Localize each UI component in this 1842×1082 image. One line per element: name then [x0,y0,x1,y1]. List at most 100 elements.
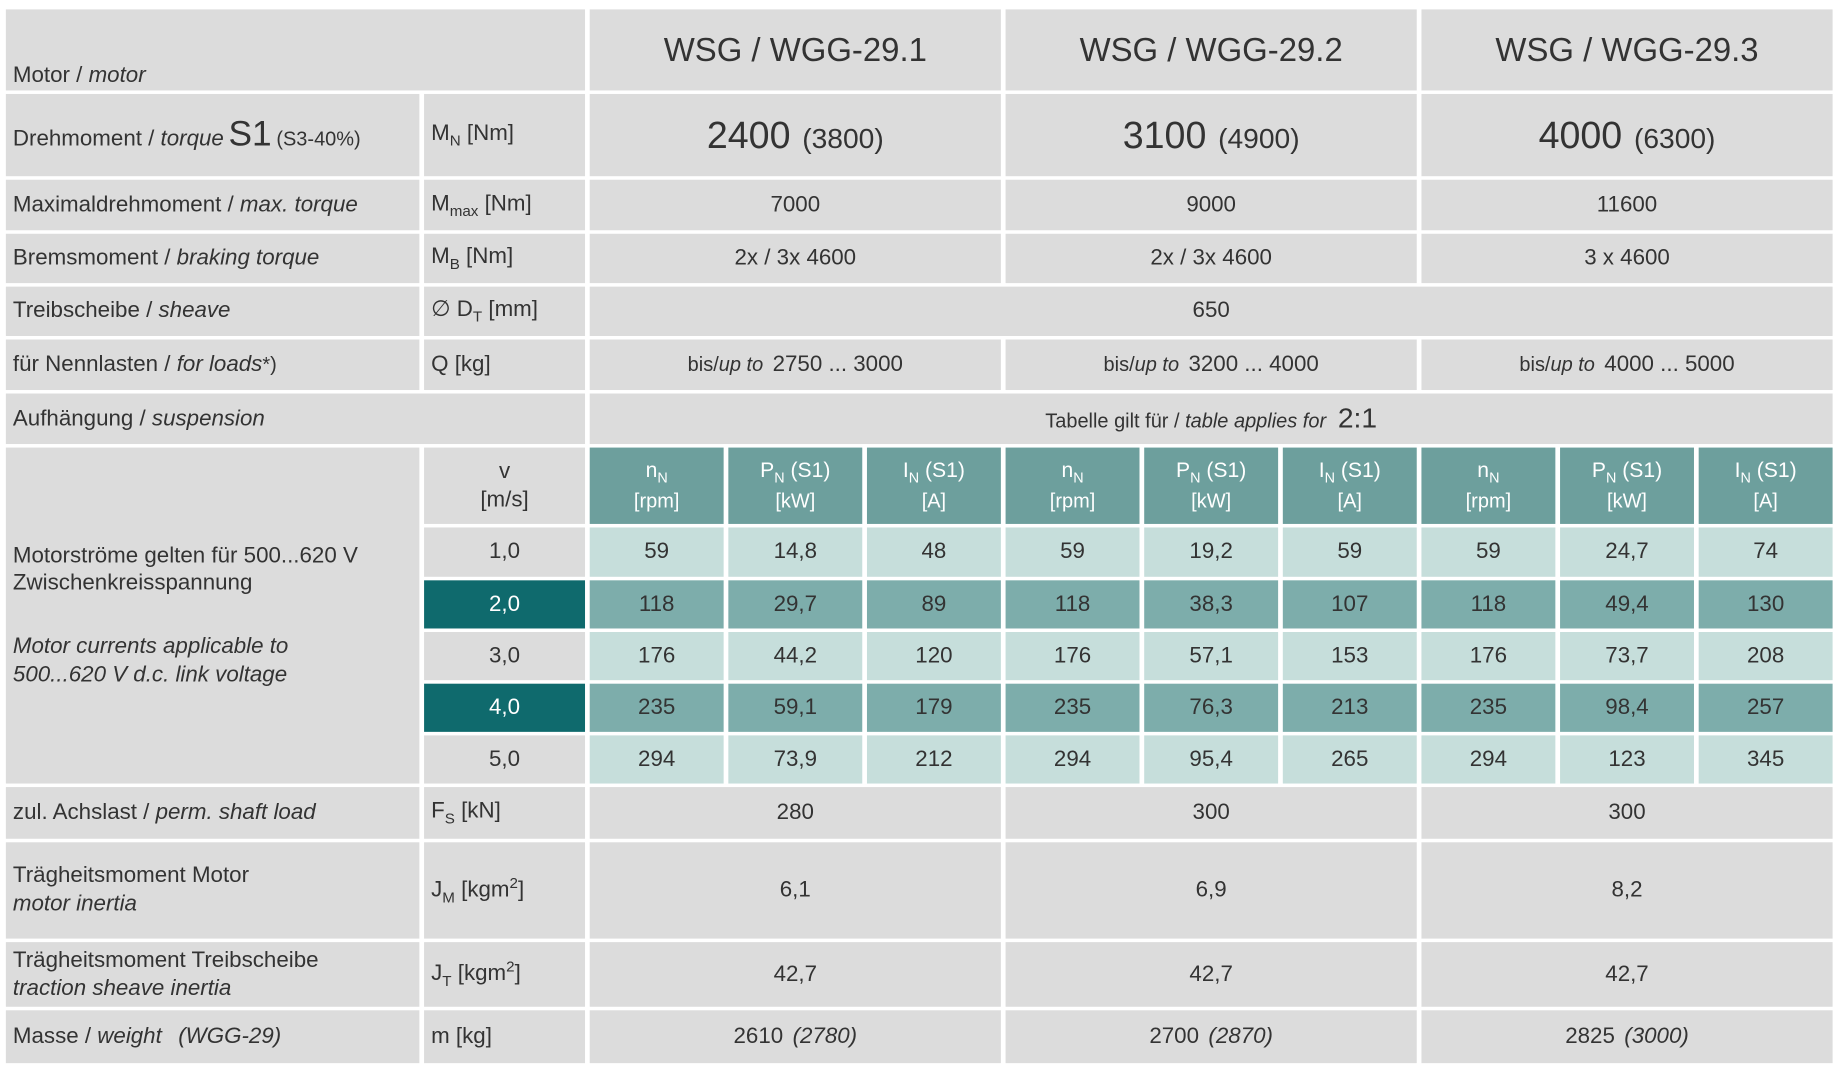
text-line: Zwischenkreisspannung [13,570,252,598]
text: [A] [921,489,947,513]
unit-cell: JM [kgm2] [424,842,586,939]
text: 2400 [706,113,791,157]
row-label: Treibscheibe / sheave [5,286,420,336]
text-line: [rpm] [1050,488,1096,515]
text-line: 3 x 4600 [1584,244,1670,272]
text-line: [rpm] [1466,488,1512,515]
spec-table: Motor / motor WSG / WGG-29.1 WSG / WGG-29.… [5,9,1833,1064]
text: M [431,190,450,216]
text: [A] [1337,489,1362,513]
unit-cell: MN [Nm] [424,93,586,177]
text-line: Maximaldrehmoment / max. torque [13,191,358,219]
torque-value: 2400 (3800) [589,93,1001,177]
text-line: 235 [638,694,675,722]
current-value: 212 [866,735,1001,784]
text: Motorströme gelten für 500...620 V [12,543,358,568]
text: 257 [1747,695,1785,720]
text-line: PN (S1) [760,456,830,487]
text: WSG / WGG-29.1 [663,31,927,69]
text: 48 [921,539,947,565]
value-cell: 6,1 [589,842,1001,939]
torque-value: 4000 (6300) [1421,93,1833,177]
text-line: 300 [1608,799,1645,827]
current-value: 118 [1005,580,1140,629]
text: sheave [158,298,231,324]
text-line: 89 [921,590,946,618]
text-line: nN [1061,456,1083,487]
text: 2825 [1565,1023,1615,1049]
text-line: 57,1 [1189,642,1232,670]
text: [Nm] [460,121,515,146]
text-line: 123 [1608,746,1645,774]
value-cell: 2700 (2870) [1005,1010,1417,1064]
text-line: 345 [1747,746,1784,774]
text-line: 300 [1193,799,1230,827]
text-line: 176 [1470,642,1507,670]
text-line: 14,8 [774,538,817,566]
current-value: 235 [1005,683,1140,732]
text-line: 2x / 3x 4600 [1150,244,1272,272]
text: 2700 [1149,1023,1200,1049]
text-line: nN [1477,456,1499,487]
text-line: bis/up to 3200 ... 4000 [1104,351,1319,379]
unit-cell: m [kg] [424,1010,586,1064]
text-line: [A] [922,488,946,515]
unit-cell: Q [kg] [424,339,586,391]
text-line: MB [Nm] [431,243,513,273]
value-cell: 2610 (2780) [589,1010,1001,1064]
text: (4900) [1218,123,1300,156]
text-line: 42,7 [774,960,817,988]
text: 118 [1054,591,1091,617]
text-line: 59 [1337,538,1362,566]
current-value: 176 [589,632,724,681]
text-line: 59,1 [774,694,817,722]
text: 294 [638,746,676,772]
text: 3,0 [489,643,521,668]
text: 8,2 [1611,877,1643,903]
current-value: 208 [1698,632,1833,681]
text: 300 [1608,800,1646,825]
text-line: MN [Nm] [431,120,514,150]
text-line: 2700 (2870) [1149,1023,1273,1051]
text-line: Drehmoment / torque S1 (S3-40%) [13,113,361,157]
text-line: 59 [1476,538,1501,566]
text-line: 11600 [1597,191,1657,219]
text-line: 120 [915,642,952,670]
text: (S1) [919,457,965,482]
text-line: 4,0 [489,694,520,722]
text: weight [97,1023,162,1049]
text: suspension [151,406,265,431]
text: n [1061,457,1074,482]
current-col-header: IN (S1) [A] [1698,447,1833,524]
speed-cell: 2,0 [424,580,586,629]
text-line: 280 [777,799,814,827]
text: 6,1 [779,877,811,903]
text: zul. Achslast / [12,800,156,825]
text-line: 74 [1753,538,1778,566]
text: Masse / [12,1023,98,1049]
text-line: PN (S1) [1592,456,1662,487]
model-header: WSG / WGG-29.2 [1005,9,1417,91]
text-line: nN [646,456,668,487]
text-line: 257 [1747,694,1784,722]
text-line: Motorströme gelten für 500...620 V [13,542,358,570]
text: 2 [509,873,518,892]
text: J [431,961,443,987]
text: Trägheitsmoment Motor [12,863,250,889]
text-line: [m/s] [480,486,528,514]
text: 38,3 [1189,591,1233,617]
current-col-header: PN (S1) [kW] [728,447,863,524]
text: Motor / [12,63,89,89]
model-header: WSG / WGG-29.1 [589,9,1001,91]
text: WSG / WGG-29.2 [1079,31,1343,69]
current-value: 130 [1698,580,1833,629]
text: torque [160,127,224,152]
text-line: ∅ DT [mm] [431,296,538,326]
current-value: 265 [1282,735,1417,784]
text-line: 42,7 [1605,960,1648,988]
text: perm. shaft load [155,800,316,825]
text: [kW] [1607,489,1647,513]
text: 107 [1331,591,1369,617]
text-line: 3,0 [489,642,520,670]
